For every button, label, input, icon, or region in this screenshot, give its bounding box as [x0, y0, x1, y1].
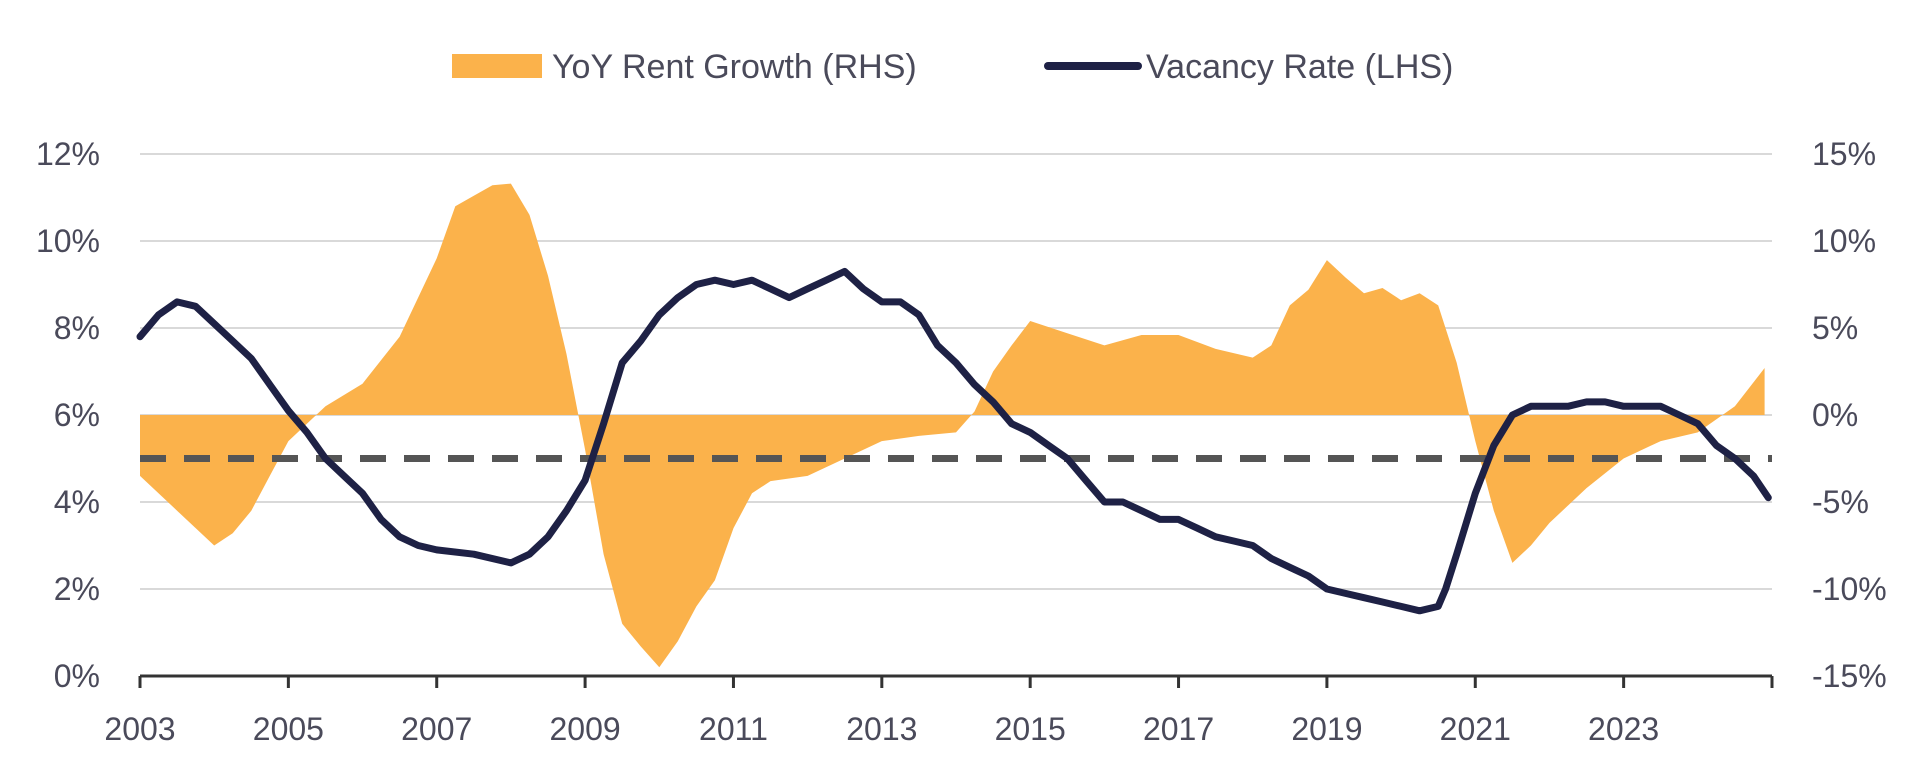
x-tick-label: 2003 [104, 711, 175, 747]
y-left-tick-label: 8% [54, 310, 100, 346]
area-layer [140, 183, 1765, 668]
y-left-tick-label: 2% [54, 571, 100, 607]
x-tick-label: 2023 [1588, 711, 1659, 747]
x-tick-label: 2013 [846, 711, 917, 747]
x-tick-label: 2009 [549, 711, 620, 747]
y-right-tick-label: -5% [1812, 484, 1869, 520]
y-left-tick-label: 0% [54, 658, 100, 694]
rent-growth-area [140, 183, 1765, 668]
y-right-tick-label: -15% [1812, 658, 1887, 694]
y-right-tick-label: 15% [1812, 136, 1876, 172]
y-left-tick-label: 4% [54, 484, 100, 520]
legend-label-vacancy-rate: Vacancy Rate (LHS) [1146, 48, 1453, 86]
line-layer [136, 267, 1772, 615]
y-right-tick-label: 10% [1812, 223, 1876, 259]
x-tick-label: 2015 [995, 711, 1066, 747]
x-tick-label: 2019 [1291, 711, 1362, 747]
y-left-tick-label: 12% [36, 136, 100, 172]
x-tick-label: 2007 [401, 711, 472, 747]
x-tick-label: 2021 [1440, 711, 1511, 747]
y-left-tick-label: 6% [54, 397, 100, 433]
y-right-tick-label: 0% [1812, 397, 1858, 433]
y-right-tick-label: -10% [1812, 571, 1887, 607]
legend: YoY Rent Growth (RHS) Vacancy Rate (LHS) [452, 48, 1453, 86]
y-right-tick-label: 5% [1812, 310, 1858, 346]
legend-label-rent-growth: YoY Rent Growth (RHS) [552, 48, 917, 86]
vacancy-rate-line [136, 267, 1772, 615]
x-tick-label: 2017 [1143, 711, 1214, 747]
x-tick-label: 2011 [699, 711, 768, 747]
legend-swatch-rent-growth [452, 54, 542, 78]
y-left-tick-label: 10% [36, 223, 100, 259]
x-tick-label: 2005 [253, 711, 324, 747]
axis-layer: 0% 2% 4% 6% 8% 10% 12% -15% -10% -5% 0% 5% 10% 15% 200… [36, 136, 1887, 747]
